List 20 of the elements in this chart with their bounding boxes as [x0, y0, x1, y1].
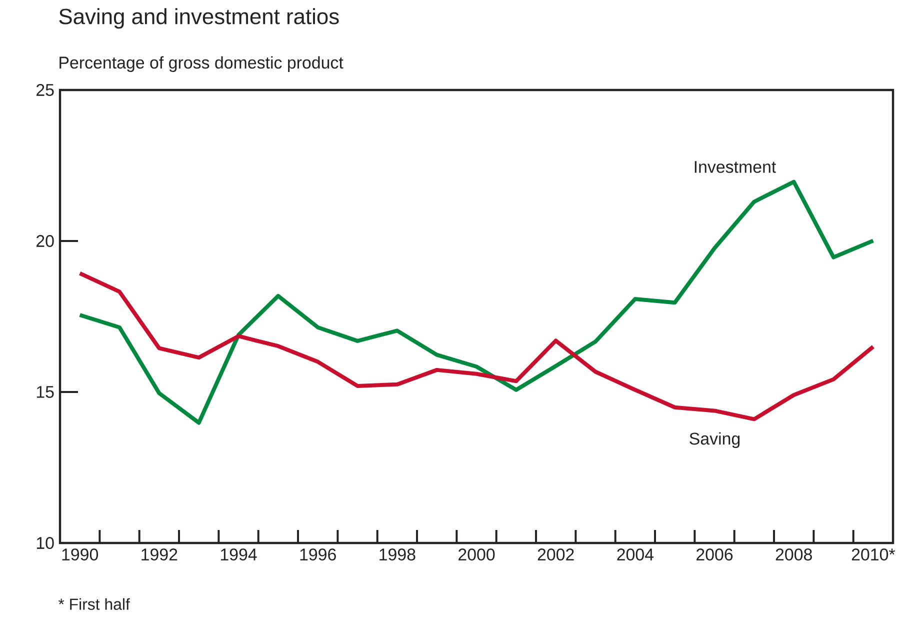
x-tick-label: 1994 — [220, 548, 257, 560]
series-label: Saving — [690, 432, 740, 448]
x-tick-label: 2010* — [852, 548, 896, 560]
x-tick-label: 1990 — [62, 548, 98, 560]
chart-title: Saving and investment ratios — [59, 8, 339, 29]
x-tick-label: 1992 — [142, 548, 178, 560]
x-tick-label: 2002 — [538, 548, 574, 560]
x-tick-label: 1996 — [300, 548, 336, 560]
y-tick-label: 25 — [36, 84, 54, 96]
x-tick-label: 1998 — [380, 548, 416, 560]
series-label: Investment — [694, 161, 776, 173]
y-tick-label: 20 — [36, 234, 54, 247]
y-tick-label: 10 — [36, 536, 54, 549]
y-axis-title: Percentage of gross domestic product — [60, 56, 344, 72]
x-tick-label: 2004 — [617, 548, 654, 560]
x-tick-label: 2000 — [458, 548, 495, 560]
x-tick-label: 2006 — [696, 548, 733, 560]
x-tick-label: 2008 — [776, 548, 812, 560]
text: * First half — [58, 598, 130, 610]
y-tick-label: 15 — [36, 386, 54, 398]
